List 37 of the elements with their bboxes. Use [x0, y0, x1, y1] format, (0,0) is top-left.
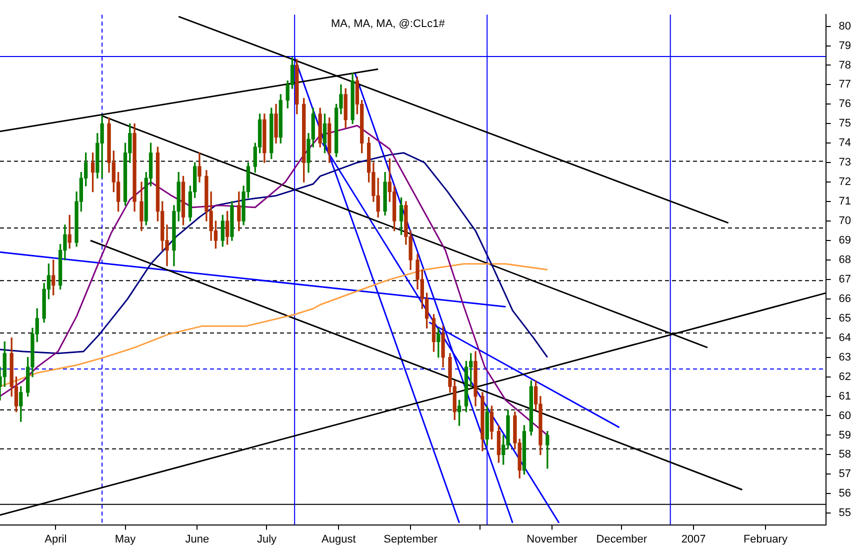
y-tick-label: 77 [838, 78, 852, 91]
x-tick-label: February [743, 533, 788, 546]
y-tick-label: 58 [838, 448, 852, 461]
y-tick-label: 78 [838, 59, 852, 72]
x-tick-label: June [185, 533, 210, 546]
y-tick-label: 67 [838, 273, 852, 286]
x-tick-label: September [384, 533, 438, 546]
y-tick-label: 61 [838, 390, 852, 402]
y-tick-label: 59 [838, 429, 852, 442]
y-tick-label: 65 [838, 312, 852, 324]
x-tick-label: 2007 [681, 533, 706, 546]
x-tick-label: May [114, 533, 136, 546]
y-tick-label: 76 [838, 98, 852, 110]
y-tick-label: 75 [838, 118, 852, 130]
y-tick-label: 68 [838, 254, 852, 266]
y-tick-label: 57 [838, 468, 852, 480]
x-tick-label: November [526, 533, 578, 546]
y-tick-label: 80 [838, 20, 852, 32]
y-tick-label: 62 [838, 370, 852, 383]
y-tick-label: 55 [838, 507, 852, 520]
y-tick-label: 69 [838, 234, 852, 247]
y-tick-label: 71 [838, 196, 852, 208]
y-tick-label: 66 [838, 292, 852, 305]
y-tick-label: 79 [838, 40, 852, 52]
y-tick-label: 72 [838, 176, 852, 188]
y-tick-label: 70 [838, 215, 852, 228]
y-tick-label: 63 [838, 351, 852, 364]
y-tick-label: 56 [838, 488, 852, 500]
x-tick-label: April [44, 533, 67, 546]
x-tick-label: August [322, 533, 356, 546]
y-tick-label: 74 [838, 137, 852, 150]
chart-title: MA, MA, MA, @:CLc1# [330, 18, 446, 30]
y-tick-label: 60 [838, 410, 852, 422]
x-tick-label: July [256, 533, 278, 546]
x-tick-label: December [596, 533, 648, 546]
y-tick-label: 64 [838, 332, 852, 344]
y-tick-label: 73 [838, 156, 852, 169]
